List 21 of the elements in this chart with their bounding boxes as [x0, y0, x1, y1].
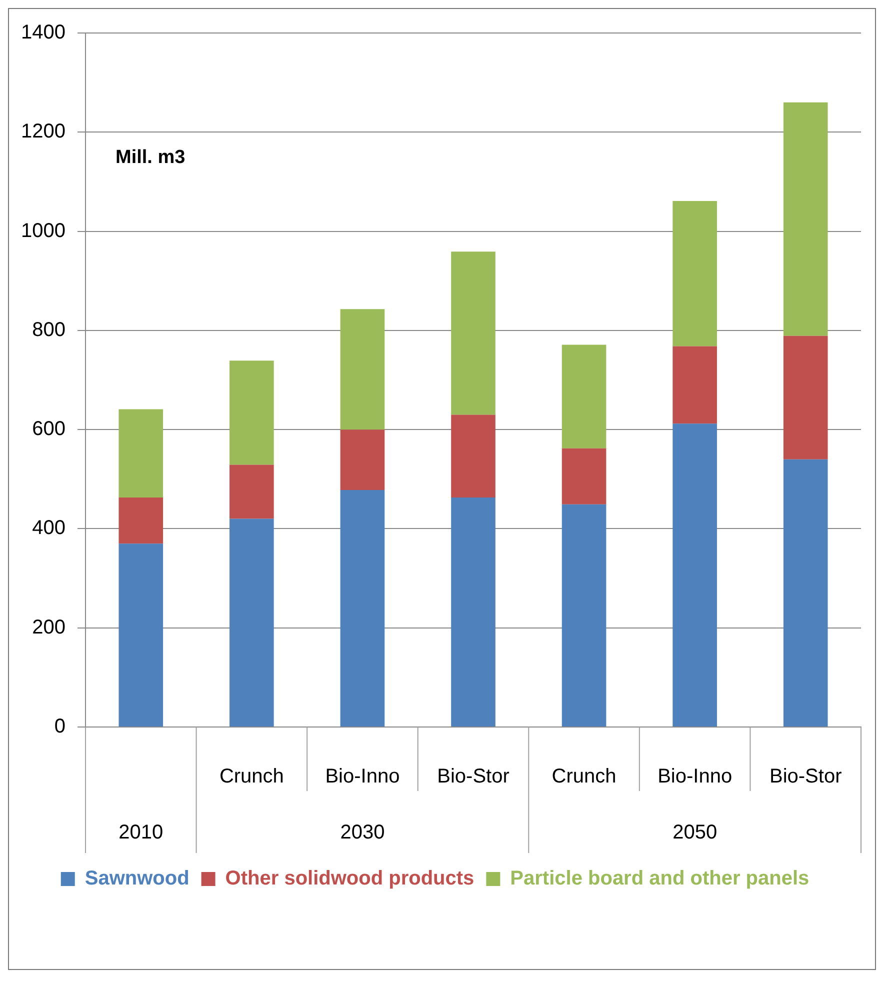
- legend-label: Sawnwood: [84, 868, 190, 890]
- x-tick-label: Bio-Stor: [769, 766, 842, 788]
- x-tick-label: Bio-Inno: [325, 766, 400, 788]
- x-tick-label: Bio-Stor: [437, 766, 510, 788]
- text: 2030: [340, 822, 385, 844]
- text: 2010: [118, 822, 164, 844]
- y-tick-label: 1000: [20, 220, 66, 242]
- y-tick-label: 1200: [20, 120, 66, 143]
- y-tick-label: 200: [32, 616, 66, 638]
- legend-label: Other solidwood products: [225, 868, 474, 890]
- legend-label: Particle board and other panels: [510, 868, 810, 890]
- y-tick-label: 400: [32, 517, 66, 540]
- text: 2050: [672, 822, 718, 844]
- y-tick-label: 0: [54, 716, 66, 738]
- y-tick-label: 800: [32, 318, 66, 341]
- x-tick-label: Crunch: [552, 766, 616, 788]
- y-tick-label: 600: [32, 418, 66, 440]
- x-tick-label: Bio-Inno: [658, 766, 732, 788]
- y-tick-label: 1400: [20, 22, 66, 44]
- x-tick-label: Crunch: [219, 766, 284, 788]
- y-axis-title: Mill. m3: [115, 147, 186, 168]
